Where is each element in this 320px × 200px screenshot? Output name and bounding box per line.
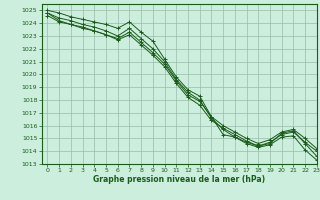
X-axis label: Graphe pression niveau de la mer (hPa): Graphe pression niveau de la mer (hPa): [93, 175, 265, 184]
